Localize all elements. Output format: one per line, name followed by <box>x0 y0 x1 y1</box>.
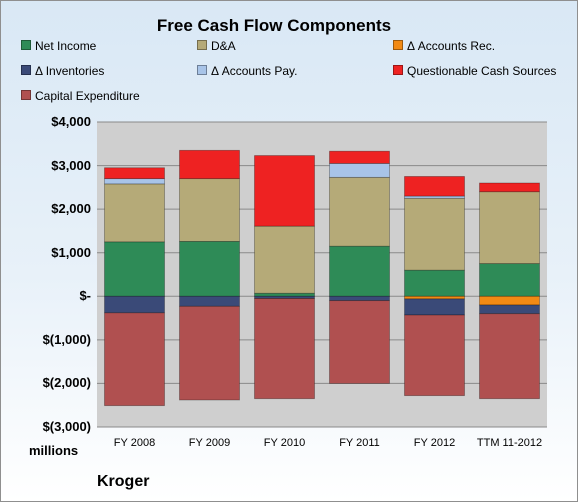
legend-swatch <box>197 40 207 50</box>
bar-segment-questionable-cash-sources <box>404 176 465 197</box>
bar-segment-accounts-pay <box>329 162 390 178</box>
y-tick-label: $(1,000) <box>42 331 91 347</box>
bar-segment-accounts-pay <box>104 178 165 185</box>
bar-segment-net-income <box>329 245 390 297</box>
x-tick-label: FY 2010 <box>263 437 306 449</box>
legend-label: Net Income <box>35 39 97 53</box>
bar-segment-capital-expenditure <box>404 314 465 397</box>
bar-segment-d-a <box>329 176 390 247</box>
company-label: Kroger <box>97 473 150 490</box>
bar-segment-capital-expenditure <box>179 305 240 401</box>
legend-swatch <box>21 65 31 75</box>
chart-title: Free Cash Flow Components <box>156 16 392 35</box>
y-tick-label: $1,000 <box>51 244 91 260</box>
bar-segment-questionable-cash-sources <box>104 167 165 180</box>
legend-swatch <box>21 40 31 50</box>
bar-segment-questionable-cash-sources <box>254 155 315 227</box>
legend-swatch <box>197 65 207 75</box>
legend-item: Δ Accounts Rec. <box>393 39 495 53</box>
legend-swatch <box>393 40 403 50</box>
bar-segment-capital-expenditure <box>329 300 390 384</box>
bar-segment-inventories <box>329 295 390 302</box>
x-tick-label: FY 2012 <box>413 437 456 449</box>
bar-segment-questionable-cash-sources <box>329 150 390 164</box>
bar-segment-inventories <box>479 304 540 315</box>
bar-segment-net-income <box>254 292 315 297</box>
legend-item: Questionable Cash Sources <box>393 64 556 78</box>
bar-segment-d-a <box>254 225 315 294</box>
bar-segment-inventories <box>104 295 165 314</box>
bar-segment-d-a <box>104 183 165 243</box>
x-tick-label: FY 2008 <box>113 437 156 449</box>
unit-label: millions <box>29 443 79 458</box>
bar-segment-inventories <box>404 298 465 316</box>
legend-item: D&A <box>197 39 236 53</box>
legend-label: Δ Accounts Rec. <box>407 39 496 53</box>
bar-segment-capital-expenditure <box>104 312 165 407</box>
bar-segment-capital-expenditure <box>254 298 315 400</box>
bar-segment-d-a <box>179 178 240 242</box>
legend-item: Δ Inventories <box>21 64 104 78</box>
legend-item: Capital Expenditure <box>21 89 140 103</box>
bar-segment-d-a <box>404 197 465 271</box>
legend-item: Net Income <box>21 39 96 53</box>
legend-label: Δ Inventories <box>35 64 105 78</box>
legend-swatch <box>393 65 403 75</box>
y-tick-label: $(2,000) <box>42 375 91 391</box>
bar-segment-accounts-rec <box>479 295 540 306</box>
y-tick-label: $- <box>79 288 91 304</box>
y-tick-label: $3,000 <box>51 157 91 173</box>
legend-label: Questionable Cash Sources <box>407 64 557 78</box>
plot-background <box>97 122 547 427</box>
bar-segment-inventories <box>179 295 240 307</box>
legend-label: D&A <box>211 39 236 53</box>
x-tick-label: FY 2009 <box>188 437 231 449</box>
x-tick-label: TTM 11-2012 <box>476 437 543 449</box>
x-tick-label: FY 2011 <box>339 437 380 449</box>
bar-segment-net-income <box>104 241 165 297</box>
bar-segment-questionable-cash-sources <box>179 149 240 180</box>
legend-item: Δ Accounts Pay. <box>197 64 298 78</box>
y-tick-label: $4,000 <box>51 114 91 129</box>
bar-segment-inventories <box>254 295 315 299</box>
bar-segment-net-income <box>179 240 240 297</box>
bar-segment-net-income <box>479 263 540 297</box>
bar-segment-questionable-cash-sources <box>479 182 540 193</box>
bar-segment-capital-expenditure <box>479 313 540 400</box>
y-tick-label: $2,000 <box>51 201 91 217</box>
y-tick-label: $(3,000) <box>42 419 91 434</box>
bar-segment-net-income <box>404 269 465 297</box>
bar-segment-d-a <box>479 191 540 265</box>
legend-swatch <box>21 90 31 100</box>
legend-label: Capital Expenditure <box>35 89 140 103</box>
legend-label: Δ Accounts Pay. <box>211 64 298 78</box>
